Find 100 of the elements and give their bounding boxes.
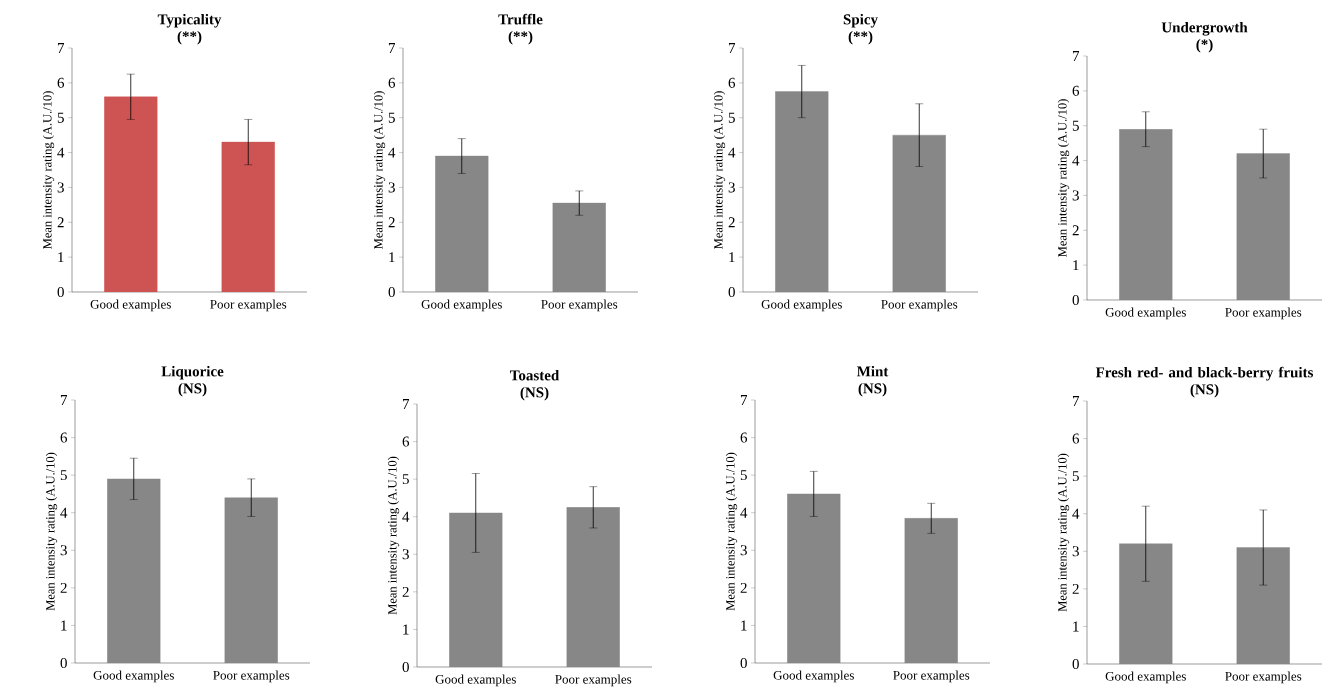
y-tick-label: 5 xyxy=(57,112,64,123)
y-tick-label: 3 xyxy=(57,182,64,193)
y-tick-label: 3 xyxy=(1072,546,1079,557)
y-tick-label: 1 xyxy=(389,252,395,263)
y-tick-label: 4 xyxy=(728,147,736,158)
x-tick-label: Good examples xyxy=(90,299,171,312)
y-tick-label: 4 xyxy=(388,147,396,158)
y-tick-label: 6 xyxy=(402,436,410,447)
y-tick-label: 2 xyxy=(402,586,409,597)
y-tick-label: 2 xyxy=(740,582,747,593)
y-tick-label: 6 xyxy=(1072,85,1080,96)
y-tick-label: 4 xyxy=(1072,155,1080,166)
chart-subtitle: (**) xyxy=(848,30,873,45)
y-axis-title: Mean intensity rating (A.U./10) xyxy=(1057,99,1070,257)
y-tick-label: 0 xyxy=(388,286,395,298)
x-tick-label: Good examples xyxy=(1105,671,1186,684)
y-tick-label: 2 xyxy=(57,217,64,228)
y-tick-label: 1 xyxy=(1073,260,1079,271)
y-tick-label: 3 xyxy=(1072,190,1079,201)
x-tick-label: Poor examples xyxy=(213,670,290,683)
y-tick-label: 3 xyxy=(740,545,747,556)
chart-subtitle: (NS) xyxy=(858,382,887,397)
chart-subtitle: (NS) xyxy=(178,382,207,397)
x-tick-label: Poor examples xyxy=(893,670,970,683)
y-tick-label: 6 xyxy=(388,77,396,88)
y-tick-label: 5 xyxy=(1072,471,1079,482)
x-tick-label: Poor examples xyxy=(1225,671,1302,684)
y-tick-label: 5 xyxy=(728,112,735,123)
y-tick-label: 1 xyxy=(58,252,64,263)
x-tick-label: Poor examples xyxy=(541,299,618,312)
chart-title: Liquorice xyxy=(161,365,224,380)
y-tick-label: 1 xyxy=(61,620,67,631)
y-tick-label: 5 xyxy=(1072,120,1079,131)
y-tick-label: 6 xyxy=(1072,433,1080,444)
y-tick-label: 3 xyxy=(60,545,67,556)
chart-title: Fresh red- and black-berry fruits xyxy=(1095,366,1314,381)
chart-title: Undergrowth xyxy=(1161,21,1248,36)
y-tick-label: 2 xyxy=(728,217,735,228)
y-tick-label: 6 xyxy=(740,432,748,443)
y-axis-title: Mean intensity rating (A.U./10) xyxy=(45,452,58,611)
y-tick-label: 1 xyxy=(403,624,409,635)
y-tick-label: 1 xyxy=(741,620,747,631)
y-axis-title: Mean intensity rating (A.U./10) xyxy=(387,456,400,615)
chart-subtitle: (*) xyxy=(1196,38,1213,53)
x-tick-label: Poor examples xyxy=(210,299,287,312)
chart-subtitle: (NS) xyxy=(520,386,549,401)
y-tick-label: 4 xyxy=(1072,508,1080,519)
y-tick-label: 0 xyxy=(1072,658,1079,670)
y-tick-label: 3 xyxy=(402,549,409,560)
chart-subtitle: (**) xyxy=(177,30,202,45)
y-tick-label: 5 xyxy=(740,470,747,481)
x-tick-label: Good examples xyxy=(93,670,174,683)
y-tick-label: 0 xyxy=(740,657,747,669)
y-axis-title: Mean intensity rating (A.U./10) xyxy=(42,91,55,249)
x-tick-label: Good examples xyxy=(773,670,854,683)
chart-subtitle: (**) xyxy=(508,30,533,45)
y-tick-label: 7 xyxy=(402,399,410,409)
y-axis-title: Mean intensity rating (A.U./10) xyxy=(713,91,726,249)
chart-title: Truffle xyxy=(498,13,543,25)
y-tick-label: 4 xyxy=(57,147,65,158)
x-tick-label: Good examples xyxy=(435,674,516,687)
y-axis-title: Mean intensity rating (A.U./10) xyxy=(373,91,386,249)
y-tick-label: 5 xyxy=(60,470,67,481)
y-tick-label: 4 xyxy=(740,507,748,518)
y-tick-label: 2 xyxy=(1072,583,1079,594)
chart-title: Toasted xyxy=(510,369,560,381)
y-tick-label: 4 xyxy=(402,511,410,522)
y-tick-label: 0 xyxy=(402,661,409,673)
y-tick-label: 6 xyxy=(57,77,65,88)
x-tick-label: Good examples xyxy=(1105,307,1186,320)
y-tick-label: 2 xyxy=(60,582,67,593)
y-tick-label: 0 xyxy=(60,657,67,669)
y-tick-label: 7 xyxy=(740,395,748,405)
y-tick-label: 5 xyxy=(388,112,395,123)
y-tick-label: 6 xyxy=(60,432,68,443)
y-tick-label: 4 xyxy=(60,507,68,518)
y-tick-label: 7 xyxy=(60,395,68,405)
y-axis-title: Mean intensity rating (A.U./10) xyxy=(725,452,738,611)
y-tick-label: 0 xyxy=(1072,294,1079,306)
x-tick-label: Good examples xyxy=(421,299,502,312)
y-tick-label: 2 xyxy=(388,217,395,228)
x-tick-label: Poor examples xyxy=(1225,307,1302,320)
chart-title: Typicality xyxy=(157,13,222,28)
y-tick-label: 7 xyxy=(57,43,65,53)
y-tick-label: 1 xyxy=(729,252,735,263)
y-tick-label: 7 xyxy=(728,43,736,53)
chart-title: Mint xyxy=(856,365,889,377)
y-tick-label: 0 xyxy=(57,286,64,298)
y-tick-label: 3 xyxy=(728,182,735,193)
y-tick-label: 1 xyxy=(1073,621,1079,632)
y-tick-label: 7 xyxy=(1072,396,1080,406)
y-tick-label: 0 xyxy=(728,286,735,298)
chart-title: Spicy xyxy=(843,13,878,28)
y-tick-label: 2 xyxy=(1072,225,1079,236)
y-tick-label: 3 xyxy=(388,182,395,193)
y-tick-label: 5 xyxy=(402,474,409,485)
x-tick-label: Poor examples xyxy=(881,299,958,312)
chart-subtitle: (NS) xyxy=(1190,383,1219,398)
x-tick-label: Good examples xyxy=(761,299,842,312)
y-tick-label: 7 xyxy=(1072,51,1080,61)
